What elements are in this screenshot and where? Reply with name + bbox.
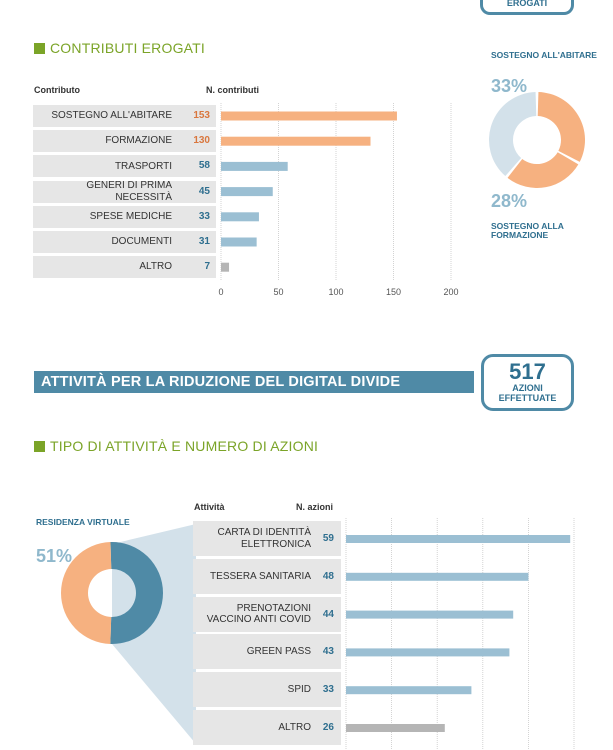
donut-slice	[507, 152, 579, 188]
azioni-count: 517	[509, 359, 546, 384]
donut1-label-abitare: SOSTEGNO ALL'ABITARE	[491, 50, 597, 60]
effettuate-label: EFFETTUATE	[498, 392, 557, 403]
table-row: TRASPORTI	[33, 155, 216, 178]
column-header-contributo: Contributo	[34, 85, 80, 95]
bar	[221, 187, 273, 197]
x-tick-label: 100	[328, 287, 343, 297]
bar	[221, 161, 288, 171]
table-row: SOSTEGNO ALL'ABITARE	[33, 105, 216, 127]
section-title-text: TIPO DI ATTIVITÀ E NUMERO DI AZIONI	[50, 438, 319, 454]
section-square-icon	[34, 42, 45, 54]
donut2-svg	[60, 542, 163, 644]
erogati-badge: EROGATI	[480, 0, 574, 15]
x-tick-label: 0	[218, 287, 223, 297]
donut1-pct-formazione: 28%	[491, 191, 528, 211]
category-label: TRASPORTI	[114, 160, 172, 172]
category-label: DOCUMENTI	[111, 236, 172, 248]
value-label: 33	[198, 210, 210, 222]
bar	[221, 111, 397, 121]
x-tick-label: 150	[386, 287, 401, 297]
donut-slice	[110, 542, 163, 644]
value-label: 45	[198, 185, 210, 197]
donut1-pct-abitare: 33%	[491, 76, 528, 96]
section-title-text: CONTRIBUTI EROGATI	[50, 40, 206, 56]
section-square-icon	[34, 440, 45, 452]
donut2-label-residenza: RESIDENZA VIRTUALE	[36, 517, 130, 527]
value-label: 130	[193, 135, 210, 147]
table-row: SPESE MEDICHE	[33, 205, 216, 228]
contributi-bars-svg: 0 50 100 150 200	[218, 103, 459, 297]
category-label: GENERI DI PRIMA NECESSITÀ	[86, 180, 172, 203]
donut-slice	[537, 92, 585, 162]
digital-divide-banner: ATTIVITÀ PER LA RIDUZIONE DEL DIGITAL DI…	[34, 371, 474, 393]
table-row: GENERI DI PRIMA NECESSITÀ	[33, 180, 216, 203]
category-label: ALTRO	[139, 261, 172, 273]
donut1-svg	[489, 92, 585, 188]
section-title-contributi: CONTRIBUTI EROGATI	[34, 40, 205, 56]
category-label: FORMAZIONE	[105, 135, 172, 147]
donut2-pct-residenza: 51%	[36, 546, 73, 566]
column-header-n-azioni: N. azioni	[296, 502, 334, 512]
bar	[221, 136, 371, 146]
x-tick-label: 50	[273, 287, 283, 297]
section-title-attivita: TIPO DI ATTIVITÀ E NUMERO DI AZIONI	[34, 438, 318, 454]
value-label: 7	[204, 261, 210, 273]
category-label: SPESE MEDICHE	[89, 211, 172, 223]
contributi-chart: SOSTEGNO ALL'ABITARE 153 FORMAZIONE 130 TRAS…	[0, 0, 613, 310]
table-row: FORMAZIONE	[33, 130, 216, 153]
bar	[221, 262, 230, 272]
azioni-badge: 517 AZIONI EFFETTUATE	[481, 354, 574, 411]
category-label: SOSTEGNO ALL'ABITARE	[51, 110, 172, 122]
donut-slice	[489, 92, 537, 177]
bar	[221, 212, 259, 222]
table-row: DOCUMENTI	[33, 231, 216, 253]
bar	[221, 237, 257, 247]
azioni-label: AZIONI	[512, 383, 543, 393]
value-label: 153	[193, 110, 210, 121]
x-tick-label: 200	[443, 287, 458, 297]
value-label: 31	[198, 236, 210, 247]
donut-slice	[60, 542, 112, 644]
erogati-badge-label: EROGATI	[506, 0, 548, 8]
column-header-attivita: Attività	[194, 502, 225, 512]
donut1-label-formazione: SOSTEGNO ALLA FORMAZIONE	[491, 221, 564, 240]
value-label: 58	[198, 160, 210, 172]
column-header-n-contributi: N. contributi	[206, 85, 259, 95]
table-row: ALTRO	[33, 256, 216, 279]
